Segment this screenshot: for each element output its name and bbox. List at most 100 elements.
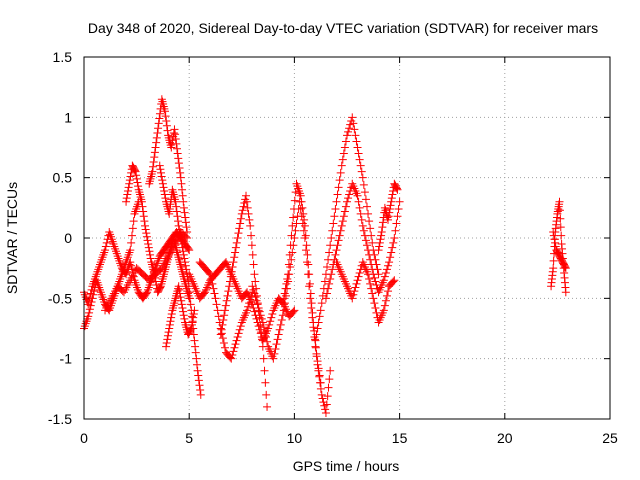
data-point (336, 168, 345, 177)
data-point (187, 324, 196, 333)
data-point (561, 264, 570, 273)
y-tick-label: 1.5 (53, 49, 73, 65)
data-point (365, 250, 374, 259)
data-point (150, 270, 159, 279)
data-point (89, 290, 98, 299)
data-point (219, 316, 228, 325)
data-point (274, 330, 283, 339)
data-point (173, 149, 182, 158)
data-point (263, 337, 272, 346)
data-point (142, 232, 151, 241)
data-point (352, 279, 361, 288)
data-point (150, 148, 159, 157)
data-point (263, 402, 272, 411)
data-point (324, 383, 333, 392)
data-point (87, 297, 96, 306)
data-point (378, 218, 387, 227)
data-point (162, 121, 171, 130)
data-point (101, 242, 110, 251)
data-point (216, 330, 225, 339)
data-point (382, 291, 391, 300)
data-point (325, 375, 334, 384)
data-point (328, 265, 337, 274)
data-point (234, 229, 243, 238)
data-point (371, 277, 380, 286)
x-tick-label: 20 (497, 430, 513, 446)
data-point (324, 284, 333, 293)
data-point (301, 231, 310, 240)
data-point (266, 317, 275, 326)
data-point (257, 314, 266, 323)
data-point (290, 306, 299, 315)
data-point (222, 296, 231, 305)
data-point (167, 313, 176, 322)
data-point (297, 197, 306, 206)
data-point (155, 161, 164, 170)
data-point (181, 218, 190, 227)
data-point (260, 328, 269, 337)
data-point (321, 294, 330, 303)
data-point (244, 209, 253, 218)
data-point (362, 202, 371, 211)
data-point (139, 207, 148, 216)
data-point (235, 224, 244, 233)
data-point (355, 203, 364, 212)
data-point (220, 306, 229, 315)
series-track-9 (195, 258, 257, 363)
data-point (186, 300, 195, 309)
data-point (170, 125, 179, 134)
data-point (161, 112, 170, 121)
data-point (219, 338, 228, 347)
data-point (337, 161, 346, 170)
data-point (244, 302, 253, 311)
data-point (183, 227, 192, 236)
data-point (212, 300, 221, 309)
data-point (360, 231, 369, 240)
data-point (228, 262, 237, 271)
y-axis-label: SDTVAR / TECUs (4, 182, 20, 294)
data-point (305, 270, 314, 279)
data-point (139, 212, 148, 221)
data-point (392, 219, 401, 228)
data-point (261, 378, 270, 387)
data-point (233, 332, 242, 341)
data-point (144, 240, 153, 249)
data-point (146, 250, 155, 259)
data-point (196, 390, 205, 399)
data-point (353, 276, 362, 285)
data-point (178, 243, 187, 252)
data-point (387, 197, 396, 206)
data-point (380, 301, 389, 310)
data-point (179, 247, 188, 256)
data-point (561, 262, 570, 271)
data-point (177, 296, 186, 305)
data-point (232, 238, 241, 247)
data-point (321, 405, 330, 414)
data-point (349, 290, 358, 299)
data-point (314, 318, 323, 327)
data-point (86, 301, 95, 310)
data-point (218, 334, 227, 343)
data-point (386, 201, 395, 210)
series-track-8 (185, 258, 299, 345)
data-point (341, 137, 350, 146)
data-point (193, 366, 202, 375)
data-point (349, 119, 358, 128)
data-point (367, 284, 376, 293)
data-point (361, 236, 370, 245)
data-point (321, 408, 330, 417)
data-point (157, 172, 166, 181)
data-point (323, 262, 332, 271)
y-tick-label: 0 (64, 230, 72, 246)
data-point (394, 205, 403, 214)
y-tick-label: 1 (64, 109, 72, 125)
data-point (235, 325, 244, 334)
data-point (390, 234, 399, 242)
data-point (370, 299, 379, 308)
data-point (268, 310, 277, 319)
data-point (251, 277, 260, 286)
y-tick-label: -1 (60, 351, 73, 367)
data-point (175, 285, 184, 294)
data-point (334, 236, 343, 245)
data-point (298, 203, 307, 212)
